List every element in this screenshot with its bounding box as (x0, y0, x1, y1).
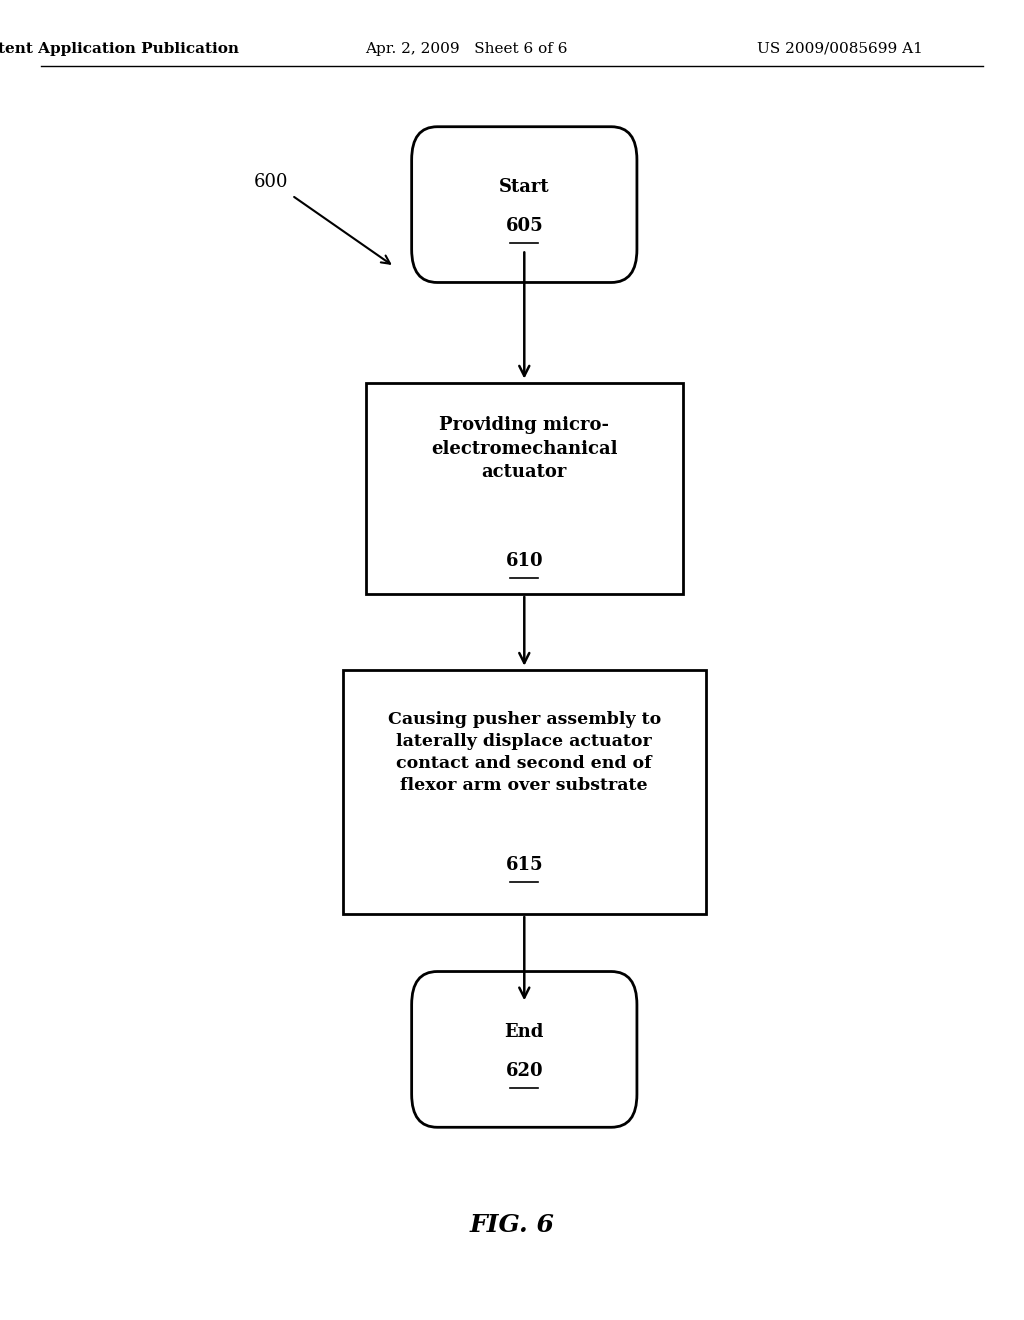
Text: Apr. 2, 2009   Sheet 6 of 6: Apr. 2, 2009 Sheet 6 of 6 (365, 42, 567, 55)
Text: Patent Application Publication: Patent Application Publication (0, 42, 239, 55)
Text: 615: 615 (506, 855, 543, 874)
Text: Causing pusher assembly to
laterally displace actuator
contact and second end of: Causing pusher assembly to laterally dis… (388, 710, 660, 795)
FancyBboxPatch shape (412, 972, 637, 1127)
Text: Providing micro-
electromechanical
actuator: Providing micro- electromechanical actua… (431, 416, 617, 482)
Text: Start: Start (499, 178, 550, 197)
Text: 620: 620 (506, 1061, 543, 1080)
FancyBboxPatch shape (412, 127, 637, 282)
Bar (342, 671, 707, 913)
Text: End: End (505, 1023, 544, 1041)
Bar (366, 383, 683, 594)
Text: 610: 610 (506, 552, 543, 570)
Text: FIG. 6: FIG. 6 (470, 1213, 554, 1237)
Text: US 2009/0085699 A1: US 2009/0085699 A1 (757, 42, 923, 55)
Text: 600: 600 (254, 173, 289, 191)
Text: 605: 605 (506, 216, 543, 235)
